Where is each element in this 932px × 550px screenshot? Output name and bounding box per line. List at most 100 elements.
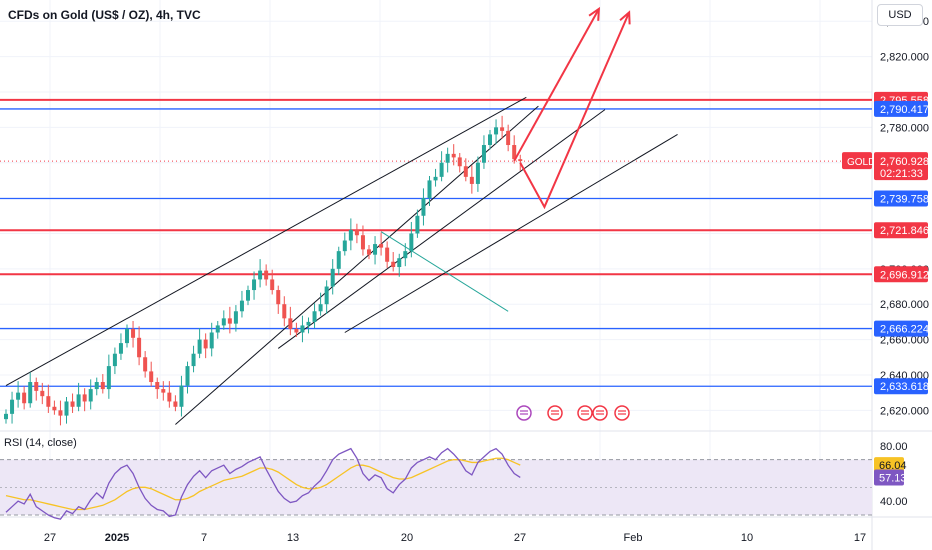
event-icon[interactable]	[516, 405, 532, 421]
candle-body	[10, 399, 15, 414]
candle-body	[360, 235, 365, 250]
candle-body	[258, 270, 263, 280]
trend-line	[5, 96, 527, 386]
candle-body	[397, 258, 402, 268]
economic-events[interactable]	[516, 405, 630, 421]
price-level-text: 2,633.618	[880, 381, 929, 393]
candle-body	[4, 413, 8, 420]
candle-body	[143, 357, 148, 372]
arrow-head	[619, 10, 631, 25]
trend-line	[380, 231, 509, 312]
time-tick: Feb	[624, 532, 643, 544]
candle-body	[227, 318, 232, 324]
candle-body	[131, 328, 136, 338]
arrow-head	[588, 6, 601, 21]
rsi-line	[5, 447, 521, 520]
candle-body	[137, 337, 142, 358]
candle-body	[125, 328, 129, 344]
projection-arrow	[513, 8, 600, 162]
candle-body	[421, 198, 426, 216]
candle-body	[506, 130, 511, 146]
candle-body	[215, 325, 220, 333]
price-level-label	[874, 378, 928, 395]
candle-body	[167, 392, 172, 402]
event-icon[interactable]	[614, 405, 630, 421]
currency-button[interactable]: USD	[877, 4, 923, 26]
event-icon[interactable]	[577, 405, 593, 421]
candle-body	[391, 261, 396, 268]
candle-body	[82, 394, 87, 402]
candle-body	[239, 300, 244, 312]
candle-body	[106, 366, 111, 390]
time-axis[interactable]: 27 2025 7 13 20 27 Feb 10 17	[44, 532, 866, 544]
candle-body	[233, 311, 238, 324]
candle-body	[379, 244, 384, 248]
rsi-title: RSI (14, close)	[4, 437, 77, 449]
event-icon[interactable]	[547, 405, 563, 421]
event-icon-ring	[516, 405, 532, 421]
trend-line	[277, 109, 606, 349]
countdown-text: 02:21:33	[880, 168, 923, 180]
candle-body	[451, 153, 456, 158]
candle-body	[330, 268, 335, 287]
candle-body	[282, 304, 287, 319]
rsi-pane	[0, 447, 872, 520]
candle-body	[288, 318, 293, 329]
candle-body	[300, 325, 305, 333]
candle-body	[94, 382, 99, 390]
symbol-text: GOLD	[847, 157, 875, 168]
candle-body	[112, 353, 117, 367]
candle-body	[427, 180, 432, 199]
candle-body	[179, 385, 184, 407]
candle-body	[373, 244, 378, 255]
price-level-label	[874, 266, 928, 283]
candle-body	[276, 290, 281, 305]
candle-body	[469, 176, 474, 184]
candle-body	[475, 162, 480, 184]
symbol-badge	[842, 152, 872, 170]
current-price-text: 2,760.928	[880, 156, 929, 168]
event-icon-ring	[547, 405, 563, 421]
projection-arrows	[513, 6, 631, 210]
candle-body	[40, 390, 45, 397]
price-tick: 2,780.000	[880, 122, 929, 134]
rsi-ma-value: 66.04	[879, 460, 907, 472]
candle-body	[197, 339, 202, 354]
price-level-label	[874, 190, 928, 207]
candle-body	[161, 389, 166, 393]
candle-body	[415, 215, 420, 234]
price-axis[interactable]: 2,840.0002,820.0002,780.0002,700.0002,68…	[842, 16, 929, 508]
candle-body	[488, 134, 492, 146]
time-tick: 20	[401, 532, 413, 544]
candle-body	[58, 410, 63, 416]
price-level-label	[874, 222, 928, 239]
candle-body	[221, 318, 226, 326]
candle-body	[385, 247, 390, 262]
candle-body	[336, 251, 341, 269]
candle-body	[149, 371, 154, 383]
candlesticks	[4, 115, 523, 426]
event-icon[interactable]	[592, 405, 608, 421]
price-level-text: 2,739.758	[880, 194, 929, 206]
candle-body	[209, 332, 214, 349]
candle-body	[52, 406, 57, 411]
candle-body	[28, 382, 33, 404]
candle-body	[439, 162, 444, 177]
event-icon-ring	[577, 405, 593, 421]
rsi-value-label	[874, 469, 904, 486]
time-tick: 27	[514, 532, 526, 544]
candle-body	[264, 270, 269, 280]
candle-body	[88, 389, 93, 402]
candle-body	[518, 159, 523, 162]
candle-body	[433, 176, 438, 181]
rsi-ma-label	[874, 457, 904, 474]
candle-body	[191, 353, 196, 367]
time-tick: 13	[287, 532, 299, 544]
candle-body	[512, 145, 517, 160]
candle-body	[22, 392, 27, 404]
price-level-text: 2,696.912	[880, 269, 929, 281]
candle-body	[342, 240, 347, 252]
rsi-ma-line	[5, 457, 521, 511]
price-tick: 2,820.000	[880, 52, 929, 64]
